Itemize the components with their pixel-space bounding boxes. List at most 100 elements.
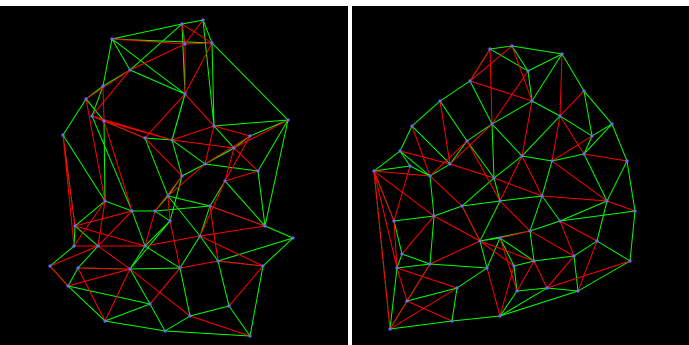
mesh-vertex — [223, 179, 227, 183]
green-edge — [449, 140, 468, 165]
green-edge — [511, 45, 529, 72]
red-edge — [499, 200, 531, 232]
mesh-vertex — [408, 164, 412, 168]
mesh-vertex — [605, 199, 609, 203]
green-edge — [499, 290, 518, 317]
mesh-vertex — [515, 289, 519, 293]
mesh-vertex — [153, 209, 157, 213]
green-edge — [373, 165, 411, 172]
red-edge — [469, 45, 513, 82]
mesh-vertex — [208, 204, 212, 208]
green-edge — [62, 98, 87, 136]
green-edge — [144, 137, 169, 197]
mesh-vertex — [398, 149, 402, 153]
green-edge — [583, 90, 593, 137]
green-edge — [104, 200, 133, 212]
red-edge — [91, 115, 146, 139]
mesh-vertex — [485, 266, 489, 270]
green-edge — [513, 265, 518, 292]
green-edge — [129, 23, 183, 71]
mesh-vertex — [180, 22, 184, 26]
green-edge — [479, 237, 501, 242]
green-edge — [171, 139, 206, 165]
red-edge — [67, 268, 131, 287]
red-edge — [77, 267, 131, 270]
green-edge — [406, 287, 458, 302]
red-edge — [144, 137, 183, 177]
red-edge — [91, 69, 131, 117]
green-edge — [591, 123, 613, 137]
green-edge — [429, 263, 488, 269]
green-edge — [531, 53, 563, 102]
green-edge — [491, 100, 533, 125]
mesh-vertex — [143, 136, 147, 140]
red-edge — [189, 315, 251, 337]
red-edge — [439, 100, 451, 165]
mesh-vertex — [582, 152, 586, 156]
red-edge — [144, 210, 156, 247]
red-edge — [49, 245, 99, 267]
green-edge — [429, 175, 435, 217]
red-edge — [396, 267, 408, 302]
green-edge — [529, 230, 535, 262]
red-edge — [533, 260, 548, 289]
green-edge — [389, 320, 453, 330]
mesh-vertex — [498, 199, 502, 203]
red-edge — [559, 115, 585, 155]
green-edge — [396, 253, 403, 269]
green-edge — [67, 285, 106, 322]
green-edge — [411, 100, 441, 127]
green-edge — [167, 195, 211, 207]
red-edge — [171, 139, 235, 149]
mesh-vertex — [478, 239, 482, 243]
red-edge — [546, 260, 631, 289]
mesh-vertex — [438, 99, 442, 103]
green-edge — [521, 155, 553, 162]
green-edge — [131, 210, 146, 247]
red-edge — [169, 220, 181, 269]
mesh-vertex — [512, 264, 516, 268]
green-edge — [144, 137, 173, 141]
mesh-vertex — [558, 114, 562, 118]
green-edge — [469, 80, 493, 125]
red-edge — [85, 98, 106, 202]
red-edge — [199, 180, 226, 237]
green-edge — [541, 195, 561, 222]
red-edge — [583, 153, 628, 162]
green-edge — [451, 315, 501, 322]
green-edge — [409, 165, 431, 177]
mesh-vertex — [530, 99, 534, 103]
red-edge — [389, 263, 431, 330]
green-edge — [491, 123, 495, 179]
mesh-vertex — [110, 37, 114, 41]
red-edge — [184, 42, 213, 45]
green-edge — [399, 125, 413, 152]
green-edge — [561, 53, 585, 92]
red-edge — [144, 93, 186, 139]
green-edge — [228, 305, 251, 337]
red-edge — [149, 267, 181, 305]
red-edge — [429, 140, 468, 177]
mesh-vertex — [572, 254, 576, 258]
green-edge — [499, 287, 548, 317]
red-edge — [559, 220, 575, 257]
green-edge — [606, 160, 628, 202]
mesh-vertex — [198, 234, 202, 238]
green-edge — [596, 240, 631, 262]
red-edge — [489, 48, 493, 125]
green-edge — [129, 267, 181, 270]
red-edge-group — [49, 19, 289, 337]
mesh-vertex — [212, 124, 216, 128]
mesh-vertex — [576, 289, 580, 293]
green-edge-group — [49, 19, 294, 337]
mesh-vertex — [460, 204, 464, 208]
green-edge — [189, 305, 230, 317]
vertex-group — [372, 44, 637, 331]
green-edge — [533, 255, 575, 262]
mesh-vertex — [103, 319, 107, 323]
green-edge — [516, 287, 548, 292]
green-edge — [104, 303, 151, 322]
mesh-vertex — [498, 236, 502, 240]
green-edge — [491, 123, 523, 157]
green-edge — [129, 268, 151, 305]
